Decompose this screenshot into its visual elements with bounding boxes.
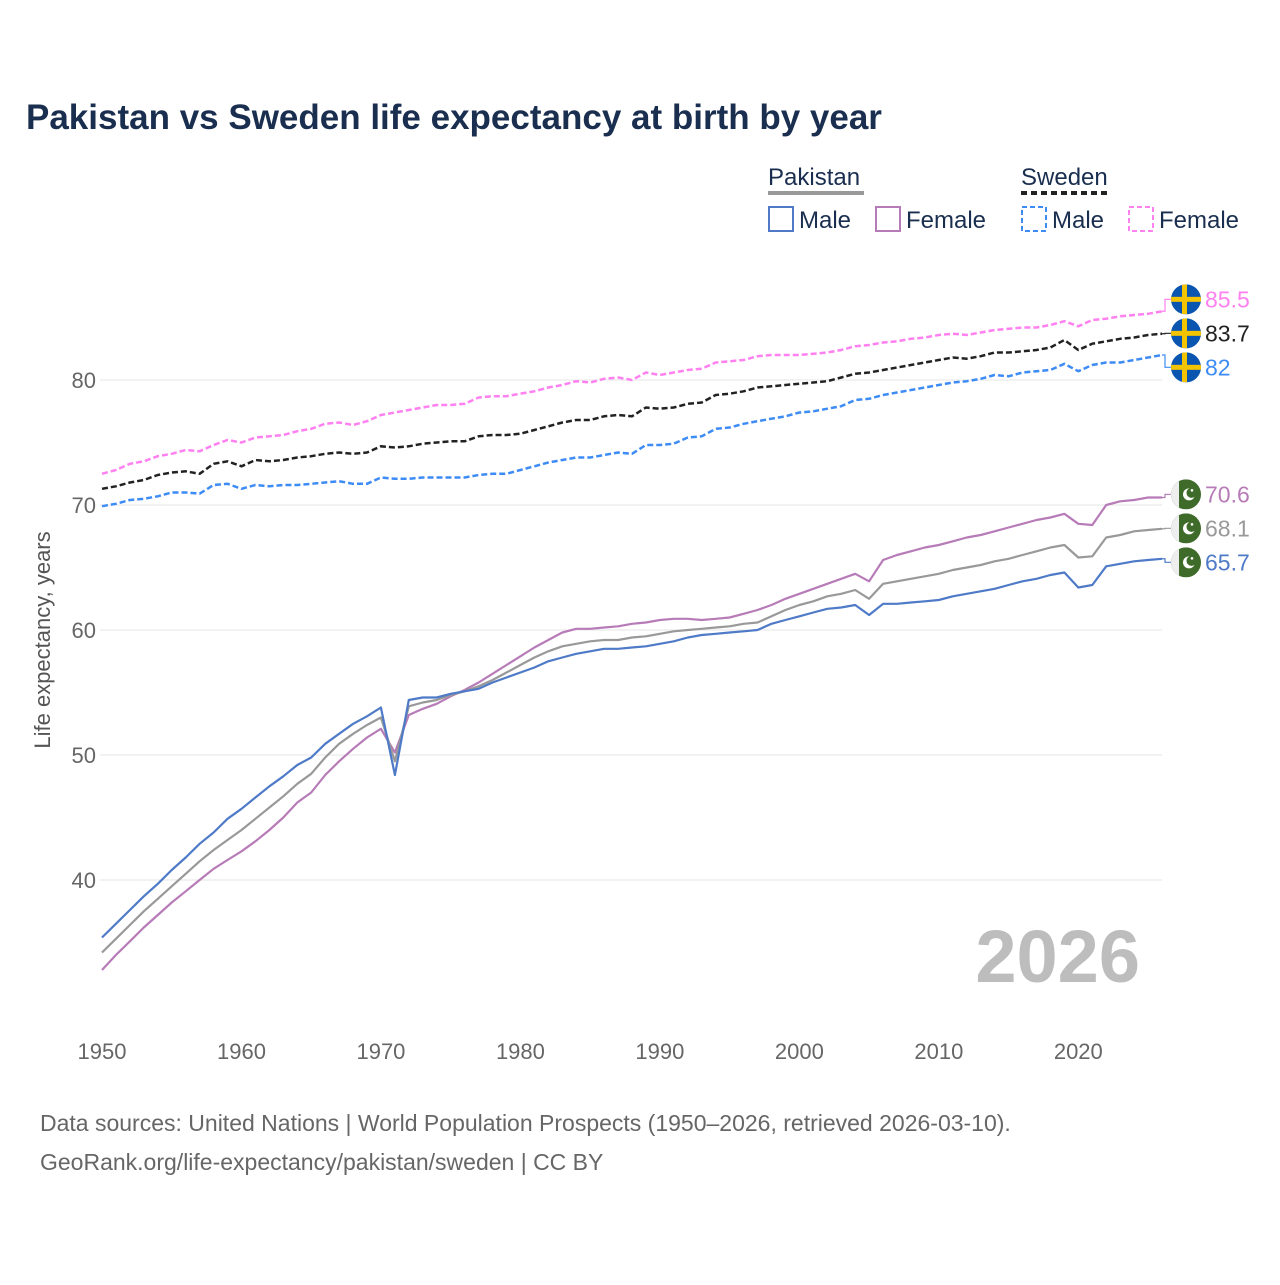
legend-pakistan-female-label: Female: [906, 207, 986, 234]
legend-group-sweden: Sweden: [1021, 164, 1108, 191]
x-tick-label: 1960: [217, 1039, 266, 1064]
flag-star: [1191, 489, 1194, 492]
x-tick-label: 2010: [914, 1039, 963, 1064]
series-line-pakistan-female: [102, 498, 1162, 971]
legend-pakistan-male-swatch: [769, 207, 793, 231]
flag-cross-v: [1182, 284, 1187, 314]
grid: [100, 380, 1162, 880]
flag-star: [1191, 557, 1194, 560]
legend-sweden-male-label: Male: [1052, 207, 1104, 234]
y-axis: 40 50 60 70 80: [72, 368, 96, 893]
end-value-label: 65.7: [1205, 549, 1250, 575]
year-watermark: 2026: [975, 915, 1140, 998]
end-value-label: 68.1: [1205, 515, 1250, 541]
legend-group-pakistan: Pakistan: [768, 164, 860, 191]
legend-pakistan-male-label: Male: [799, 207, 851, 234]
flag-white-band: [1171, 513, 1179, 543]
sweden-flag-icon: [1171, 318, 1201, 348]
series-line-sweden-male: [102, 355, 1162, 506]
end-value-label: 70.6: [1205, 481, 1250, 507]
end-value-label: 82: [1205, 354, 1231, 380]
series-line-pakistan-male: [102, 559, 1162, 938]
x-tick-label: 2000: [775, 1039, 824, 1064]
x-tick-label: 1950: [78, 1039, 127, 1064]
pakistan-flag-icon: [1171, 479, 1201, 509]
series-line-sweden-both: [102, 334, 1162, 489]
series-line-sweden-female: [102, 311, 1162, 474]
series-line-pakistan-both: [102, 529, 1162, 953]
y-tick-label: 60: [72, 618, 96, 643]
flag-body: [1171, 513, 1201, 543]
legend-sweden-female-label: Female: [1159, 207, 1239, 234]
flag-cross-v: [1182, 352, 1187, 382]
x-tick-label: 1990: [635, 1039, 684, 1064]
legend-pakistan-female-swatch: [876, 207, 900, 231]
flag-body: [1171, 479, 1201, 509]
flag-star: [1191, 523, 1194, 526]
flag-body: [1171, 318, 1201, 348]
footer-sources: Data sources: United Nations | World Pop…: [40, 1110, 1011, 1136]
series-lines: [102, 311, 1162, 970]
x-tick-label: 1970: [356, 1039, 405, 1064]
x-tick-label: 1980: [496, 1039, 545, 1064]
y-tick-label: 70: [72, 493, 96, 518]
flag-body: [1171, 284, 1201, 314]
flag-white-band: [1171, 547, 1179, 577]
y-axis-label: Life expectancy, years: [30, 531, 55, 748]
pakistan-flag-icon: [1171, 547, 1201, 577]
footer-url: GeoRank.org/life-expectancy/pakistan/swe…: [40, 1149, 603, 1175]
sweden-flag-icon: [1171, 352, 1201, 382]
y-tick-label: 50: [72, 743, 96, 768]
flag-cross-v: [1182, 318, 1187, 348]
y-tick-label: 80: [72, 368, 96, 393]
end-value-label: 85.5: [1205, 286, 1250, 312]
legend-sweden-female-swatch: [1129, 207, 1153, 231]
x-axis: 1950 1960 1970 1980 1990 2000 2010 2020: [78, 1039, 1103, 1064]
y-tick-label: 40: [72, 868, 96, 893]
flag-body: [1171, 352, 1201, 382]
flag-body: [1171, 547, 1201, 577]
sweden-flag-icon: [1171, 284, 1201, 314]
chart-title: Pakistan vs Sweden life expectancy at bi…: [26, 98, 882, 137]
legend-sweden-male-swatch: [1022, 207, 1046, 231]
legend: Pakistan Male Female Sweden Male Female: [768, 164, 1239, 234]
end-value-label: 83.7: [1205, 320, 1250, 346]
x-tick-label: 2020: [1054, 1039, 1103, 1064]
flag-white-band: [1171, 479, 1179, 509]
pakistan-flag-icon: [1171, 513, 1201, 543]
end-labels: 85.5 83.7 82 70.6 68.1 65.7: [1162, 284, 1250, 577]
